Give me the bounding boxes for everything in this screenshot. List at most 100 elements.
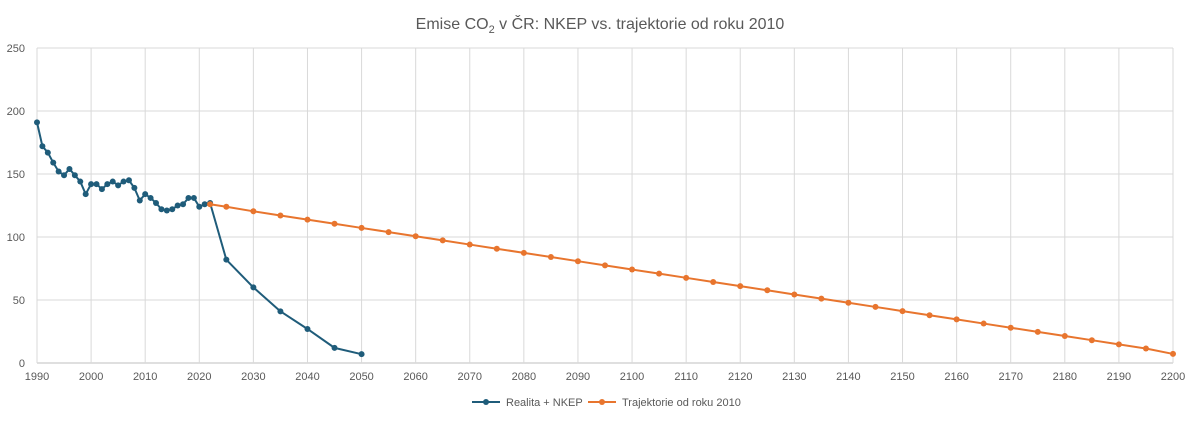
- data-point: [250, 208, 257, 215]
- data-point: [180, 201, 187, 208]
- data-point: [980, 320, 987, 327]
- data-point: [109, 178, 116, 185]
- data-point: [1115, 341, 1122, 348]
- data-point: [1034, 328, 1041, 335]
- legend-label: Trajektorie od roku 2010: [622, 397, 741, 409]
- x-tick-label: 2160: [944, 371, 968, 383]
- data-point: [412, 233, 419, 240]
- data-point: [1007, 324, 1014, 331]
- data-point: [1088, 337, 1095, 344]
- chart-title-subscript: 2: [489, 24, 495, 36]
- data-point: [358, 351, 365, 358]
- data-point: [1170, 350, 1176, 357]
- legend-label: Realita + NKEP: [506, 397, 583, 409]
- x-tick-label: 2180: [1053, 371, 1077, 383]
- x-tick-label: 2020: [187, 371, 211, 383]
- y-tick-label: 0: [19, 358, 25, 370]
- data-point: [385, 229, 392, 236]
- data-point: [185, 194, 192, 201]
- legend-swatch-marker: [599, 399, 605, 405]
- data-point: [358, 224, 365, 231]
- data-point: [169, 206, 176, 213]
- data-point: [331, 344, 338, 351]
- data-point: [196, 203, 203, 210]
- data-point: [190, 194, 197, 201]
- data-point: [120, 178, 127, 185]
- data-point: [683, 274, 690, 281]
- data-point: [142, 191, 149, 198]
- data-point: [223, 256, 230, 263]
- data-point: [174, 202, 181, 209]
- x-tick-label: 2030: [241, 371, 265, 383]
- data-point: [115, 182, 122, 189]
- chart-title: Emise CO2 v ČR: NKEP vs. trajektorie od …: [416, 14, 785, 36]
- data-point: [201, 201, 208, 208]
- data-point: [277, 212, 284, 219]
- x-tick-label: 2170: [998, 371, 1022, 383]
- data-point: [466, 241, 473, 248]
- data-point: [439, 237, 446, 244]
- x-tick-label: 2000: [79, 371, 103, 383]
- y-tick-label: 250: [7, 43, 25, 55]
- x-tick-label: 2050: [349, 371, 373, 383]
- data-point: [207, 201, 214, 208]
- data-point: [737, 283, 744, 290]
- data-point: [98, 186, 105, 193]
- data-point: [82, 191, 89, 198]
- axes: 0 50 100 150 200 250 1990 2000 2010 2020 2030 2040 2…: [7, 43, 1186, 383]
- data-point: [872, 303, 879, 310]
- data-point: [791, 291, 798, 298]
- data-point: [77, 178, 84, 185]
- x-tick-label: 2140: [836, 371, 860, 383]
- x-tick-label: 2150: [890, 371, 914, 383]
- data-point: [304, 216, 311, 223]
- data-point: [34, 119, 40, 126]
- data-point: [136, 197, 143, 204]
- data-point: [71, 172, 78, 179]
- x-tick-label: 2040: [295, 371, 319, 383]
- data-point: [1142, 345, 1149, 352]
- data-point: [39, 143, 46, 150]
- data-point: [125, 177, 132, 184]
- data-point: [547, 254, 554, 261]
- x-tick-label: 2130: [782, 371, 806, 383]
- x-tick-label: 2190: [1107, 371, 1131, 383]
- data-point: [147, 194, 154, 201]
- x-tick-label: 1990: [25, 371, 49, 383]
- data-point: [250, 284, 257, 291]
- x-tick-label: 2100: [620, 371, 644, 383]
- data-point: [818, 295, 825, 302]
- data-point: [304, 325, 311, 332]
- data-point: [277, 308, 284, 315]
- y-tick-label: 150: [7, 169, 25, 181]
- x-tick-label: 2090: [566, 371, 590, 383]
- data-point: [1061, 333, 1068, 340]
- legend: Realita + NKEP Trajektorie od roku 2010: [472, 397, 741, 409]
- x-tick-label: 2080: [512, 371, 536, 383]
- data-point: [926, 312, 933, 319]
- data-point: [61, 172, 68, 179]
- x-tick-label: 2060: [403, 371, 427, 383]
- data-point: [845, 299, 852, 306]
- y-tick-label: 100: [7, 232, 25, 244]
- data-point: [131, 184, 138, 191]
- x-tick-label: 2200: [1161, 371, 1185, 383]
- data-point: [764, 287, 771, 294]
- x-tick-label: 2070: [458, 371, 482, 383]
- data-point: [656, 270, 663, 277]
- series-line: [209, 203, 1174, 355]
- data-point: [104, 181, 111, 188]
- legend-swatch-marker: [483, 399, 489, 405]
- data-point: [574, 258, 581, 265]
- data-point: [50, 159, 57, 166]
- data-point: [899, 308, 906, 315]
- series-1: [207, 201, 1176, 357]
- data-point: [66, 165, 73, 172]
- data-point: [153, 199, 160, 206]
- data-point: [44, 149, 51, 156]
- data-point: [331, 220, 338, 227]
- data-point: [88, 181, 95, 188]
- x-tick-label: 2110: [674, 371, 698, 383]
